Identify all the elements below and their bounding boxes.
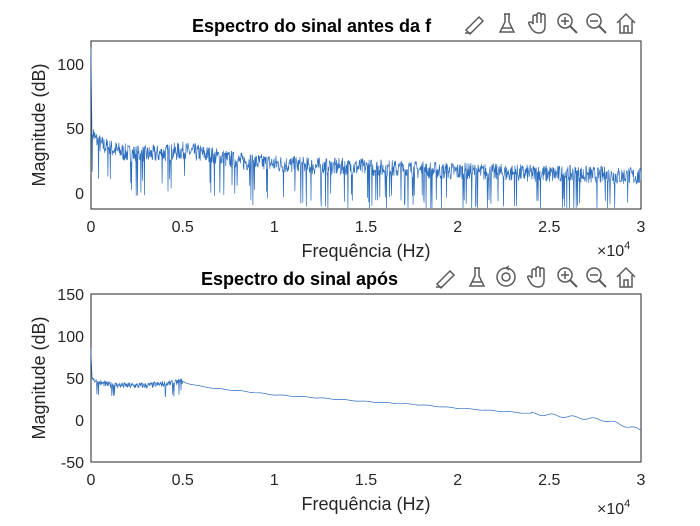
zoom-in-icon[interactable] xyxy=(557,13,578,34)
y-tick-label: 100 xyxy=(57,329,84,346)
x-tick-label: 1.5 xyxy=(355,219,377,236)
toolbar-background xyxy=(460,8,644,38)
series-line xyxy=(90,348,642,431)
x-tick-label: 2 xyxy=(453,472,462,489)
zoom-in-icon[interactable] xyxy=(557,267,578,288)
plot-1-x-exponent: ×104 xyxy=(597,240,630,260)
y-tick-label: 50 xyxy=(66,121,84,138)
x-tick-label: 3 xyxy=(637,219,646,236)
series-line xyxy=(90,47,642,209)
x-tick-label: 0.5 xyxy=(172,219,194,236)
plot-2-y-axis-label: Magnitude (dB) xyxy=(29,316,49,439)
home-icon[interactable] xyxy=(616,12,636,34)
plot-2-series xyxy=(90,348,642,431)
data-tips-icon[interactable] xyxy=(498,13,516,33)
x-tick-label: 1.5 xyxy=(355,472,377,489)
y-tick-label: -50 xyxy=(61,455,84,472)
x-tick-label: 2 xyxy=(453,219,462,236)
pan-icon[interactable] xyxy=(527,12,546,34)
zoom-out-icon[interactable] xyxy=(586,13,607,34)
plot-1: Espectro do sinal antes da f 0 0.5 1 1.5… xyxy=(29,8,646,261)
brush-icon[interactable] xyxy=(435,269,456,290)
plot-1-axes-box xyxy=(90,40,642,210)
data-tips-icon[interactable] xyxy=(468,267,486,287)
y-tick-label: 150 xyxy=(57,287,84,304)
x-tick-label: 3 xyxy=(637,472,646,489)
brush-icon[interactable] xyxy=(464,15,485,36)
plot-1-y-axis-label: Magnitude (dB) xyxy=(29,63,49,186)
plot-1-y-ticks: 0 50 100 xyxy=(57,57,84,203)
plot-2-x-axis-label: Frequência (Hz) xyxy=(301,494,430,514)
x-tick-label: 0 xyxy=(87,472,96,489)
zoom-out-icon[interactable] xyxy=(586,267,607,288)
plot-2-y-ticks: -50 0 50 100 150 xyxy=(57,287,84,472)
pan-icon[interactable] xyxy=(526,266,545,288)
plot-2-title: Espectro do sinal após xyxy=(201,269,398,289)
x-tick-label: 0 xyxy=(87,219,96,236)
plot-1-toolbar xyxy=(460,8,644,38)
x-tick-label: 2.5 xyxy=(538,472,560,489)
y-tick-label: 0 xyxy=(75,413,84,430)
plot-2-x-exponent: ×104 xyxy=(597,498,630,518)
rotate-icon[interactable] xyxy=(496,265,516,287)
x-tick-label: 1 xyxy=(270,472,279,489)
y-tick-label: 100 xyxy=(57,57,84,74)
x-tick-label: 0.5 xyxy=(172,472,194,489)
y-tick-label: 0 xyxy=(75,186,84,203)
plot-2-axes-box xyxy=(90,293,642,463)
home-icon[interactable] xyxy=(616,266,636,288)
plot-1-x-ticks: 0 0.5 1 1.5 2 2.5 3 xyxy=(87,219,646,236)
plot-2: Espectro do sinal após 0 0.5 1 1.5 2 2.5… xyxy=(29,263,646,518)
plot-1-x-axis-label: Frequência (Hz) xyxy=(301,241,430,261)
plot-1-title: Espectro do sinal antes da f xyxy=(192,16,432,36)
plot-2-x-ticks: 0 0.5 1 1.5 2 2.5 3 xyxy=(87,472,646,489)
plot-1-series xyxy=(90,47,642,209)
plot-2-toolbar xyxy=(428,263,644,293)
x-tick-label: 2.5 xyxy=(538,219,560,236)
y-tick-label: 50 xyxy=(66,371,84,388)
x-tick-label: 1 xyxy=(270,219,279,236)
